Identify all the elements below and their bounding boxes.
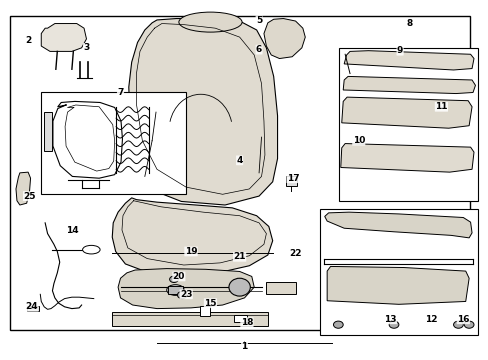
Polygon shape bbox=[341, 97, 471, 128]
Ellipse shape bbox=[169, 276, 178, 283]
Ellipse shape bbox=[463, 321, 473, 328]
Text: 19: 19 bbox=[184, 247, 197, 256]
Polygon shape bbox=[343, 76, 474, 94]
Polygon shape bbox=[344, 51, 473, 70]
Bar bbox=[167, 287, 183, 294]
Text: 23: 23 bbox=[180, 290, 192, 299]
Text: 1: 1 bbox=[241, 342, 247, 351]
Bar bbox=[43, 112, 52, 152]
Text: 25: 25 bbox=[23, 192, 36, 201]
Bar bbox=[112, 312, 267, 326]
Bar bbox=[339, 48, 477, 202]
Ellipse shape bbox=[388, 321, 398, 328]
Polygon shape bbox=[16, 172, 30, 205]
Text: 13: 13 bbox=[384, 315, 396, 324]
Text: 8: 8 bbox=[406, 19, 412, 28]
Polygon shape bbox=[112, 198, 272, 275]
Text: 21: 21 bbox=[233, 252, 245, 261]
Polygon shape bbox=[41, 23, 86, 51]
Text: 11: 11 bbox=[434, 102, 447, 111]
Text: 12: 12 bbox=[425, 315, 437, 324]
Ellipse shape bbox=[453, 321, 462, 328]
Ellipse shape bbox=[228, 278, 250, 296]
Ellipse shape bbox=[333, 321, 343, 328]
Ellipse shape bbox=[179, 12, 242, 32]
Polygon shape bbox=[324, 212, 471, 238]
Bar bbox=[319, 208, 477, 336]
Ellipse shape bbox=[166, 285, 184, 296]
Bar bbox=[233, 315, 247, 322]
Polygon shape bbox=[264, 18, 305, 59]
Text: 15: 15 bbox=[204, 299, 216, 308]
Bar bbox=[27, 306, 39, 311]
Text: 22: 22 bbox=[289, 249, 301, 258]
Polygon shape bbox=[128, 18, 277, 205]
Polygon shape bbox=[340, 144, 473, 172]
Text: 24: 24 bbox=[26, 302, 38, 311]
Bar bbox=[285, 176, 296, 186]
Bar bbox=[266, 282, 295, 294]
Text: 7: 7 bbox=[117, 88, 123, 97]
Text: 5: 5 bbox=[255, 16, 262, 25]
Text: 2: 2 bbox=[25, 36, 31, 45]
Ellipse shape bbox=[82, 246, 100, 254]
Text: 17: 17 bbox=[286, 174, 299, 183]
Text: 20: 20 bbox=[172, 272, 184, 281]
Polygon shape bbox=[326, 266, 468, 304]
Bar bbox=[200, 306, 210, 316]
Text: 10: 10 bbox=[352, 136, 364, 145]
Text: 14: 14 bbox=[65, 225, 78, 234]
Bar bbox=[41, 93, 186, 194]
Text: 18: 18 bbox=[240, 318, 253, 327]
Bar bbox=[10, 16, 469, 330]
Ellipse shape bbox=[177, 292, 187, 298]
Text: 3: 3 bbox=[83, 43, 89, 52]
Text: 9: 9 bbox=[396, 46, 403, 55]
Text: 16: 16 bbox=[456, 315, 468, 324]
Polygon shape bbox=[118, 269, 254, 309]
Text: 4: 4 bbox=[236, 156, 243, 165]
Text: 6: 6 bbox=[255, 45, 262, 54]
